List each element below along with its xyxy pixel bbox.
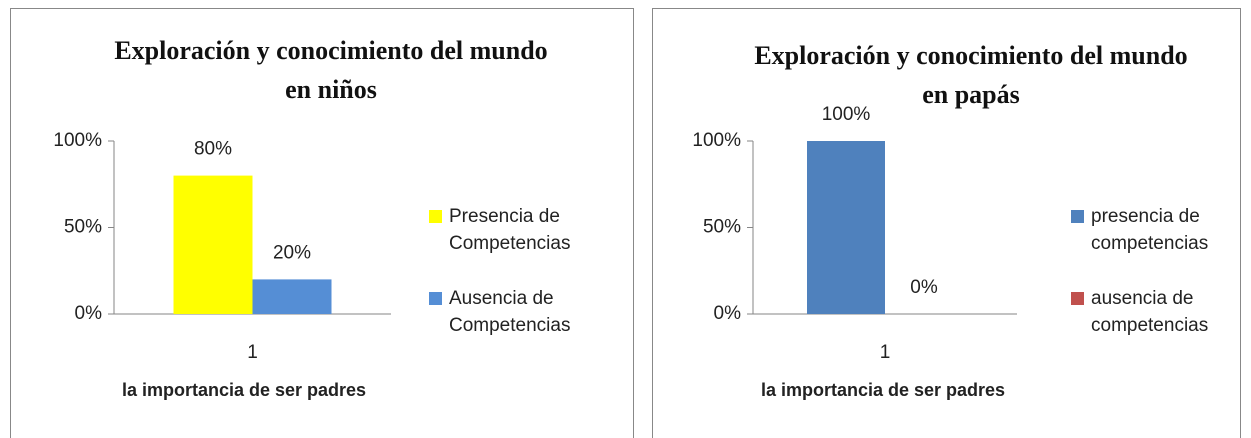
x-axis-title: la importancia de ser padres xyxy=(122,380,366,400)
value-label: 0% xyxy=(910,277,938,298)
bar xyxy=(807,141,885,314)
chart: 0% 50% 100% 1 80% 20% la importancia de ser pa… xyxy=(53,130,391,400)
chart-panel: 0% 50% 100% 1 80% 20% la importancia de ser pa… xyxy=(10,8,634,438)
y-tick-label: 0% xyxy=(714,303,742,324)
y-tick-label: 50% xyxy=(64,217,102,238)
chart: 0% 50% 100% 1 100% 0% la importancia de ser pa… xyxy=(692,104,1017,400)
y-tick-label: 100% xyxy=(53,130,102,151)
legend-item: Ausencia de Competencias xyxy=(429,285,629,339)
y-tick-label: 100% xyxy=(692,130,741,151)
legend-swatch xyxy=(429,292,442,305)
chart-panel: 0% 50% 100% 1 100% 0% la importancia de ser pa… xyxy=(652,8,1241,438)
legend-label: ausencia de competencias xyxy=(1091,288,1209,336)
bar xyxy=(252,279,332,314)
legend-item: ausencia de competencias xyxy=(1071,285,1251,339)
legend-swatch xyxy=(1071,292,1084,305)
legend-item: Presencia de Competencias xyxy=(429,203,629,257)
legend-item: presencia de competencias xyxy=(1071,203,1251,257)
chart-title: Exploración y conocimiento del mundo en … xyxy=(114,36,548,104)
legend-label: Ausencia de Competencias xyxy=(449,288,571,336)
y-tick-label: 50% xyxy=(703,217,741,238)
legend-swatch xyxy=(429,210,442,223)
value-label: 80% xyxy=(194,139,232,160)
x-axis-title: la importancia de ser padres xyxy=(761,380,1005,400)
y-tick-label: 0% xyxy=(75,303,103,324)
x-tick-label: 1 xyxy=(880,342,891,363)
x-tick-label: 1 xyxy=(247,342,258,363)
legend-swatch xyxy=(1071,210,1084,223)
value-label: 100% xyxy=(822,104,871,125)
legend-label: Presencia de Competencias xyxy=(449,206,571,254)
legend-label: presencia de competencias xyxy=(1091,206,1209,254)
bar xyxy=(173,175,253,314)
chart-title: Exploración y conocimiento del mundo en … xyxy=(754,41,1188,109)
value-label: 20% xyxy=(273,242,311,263)
